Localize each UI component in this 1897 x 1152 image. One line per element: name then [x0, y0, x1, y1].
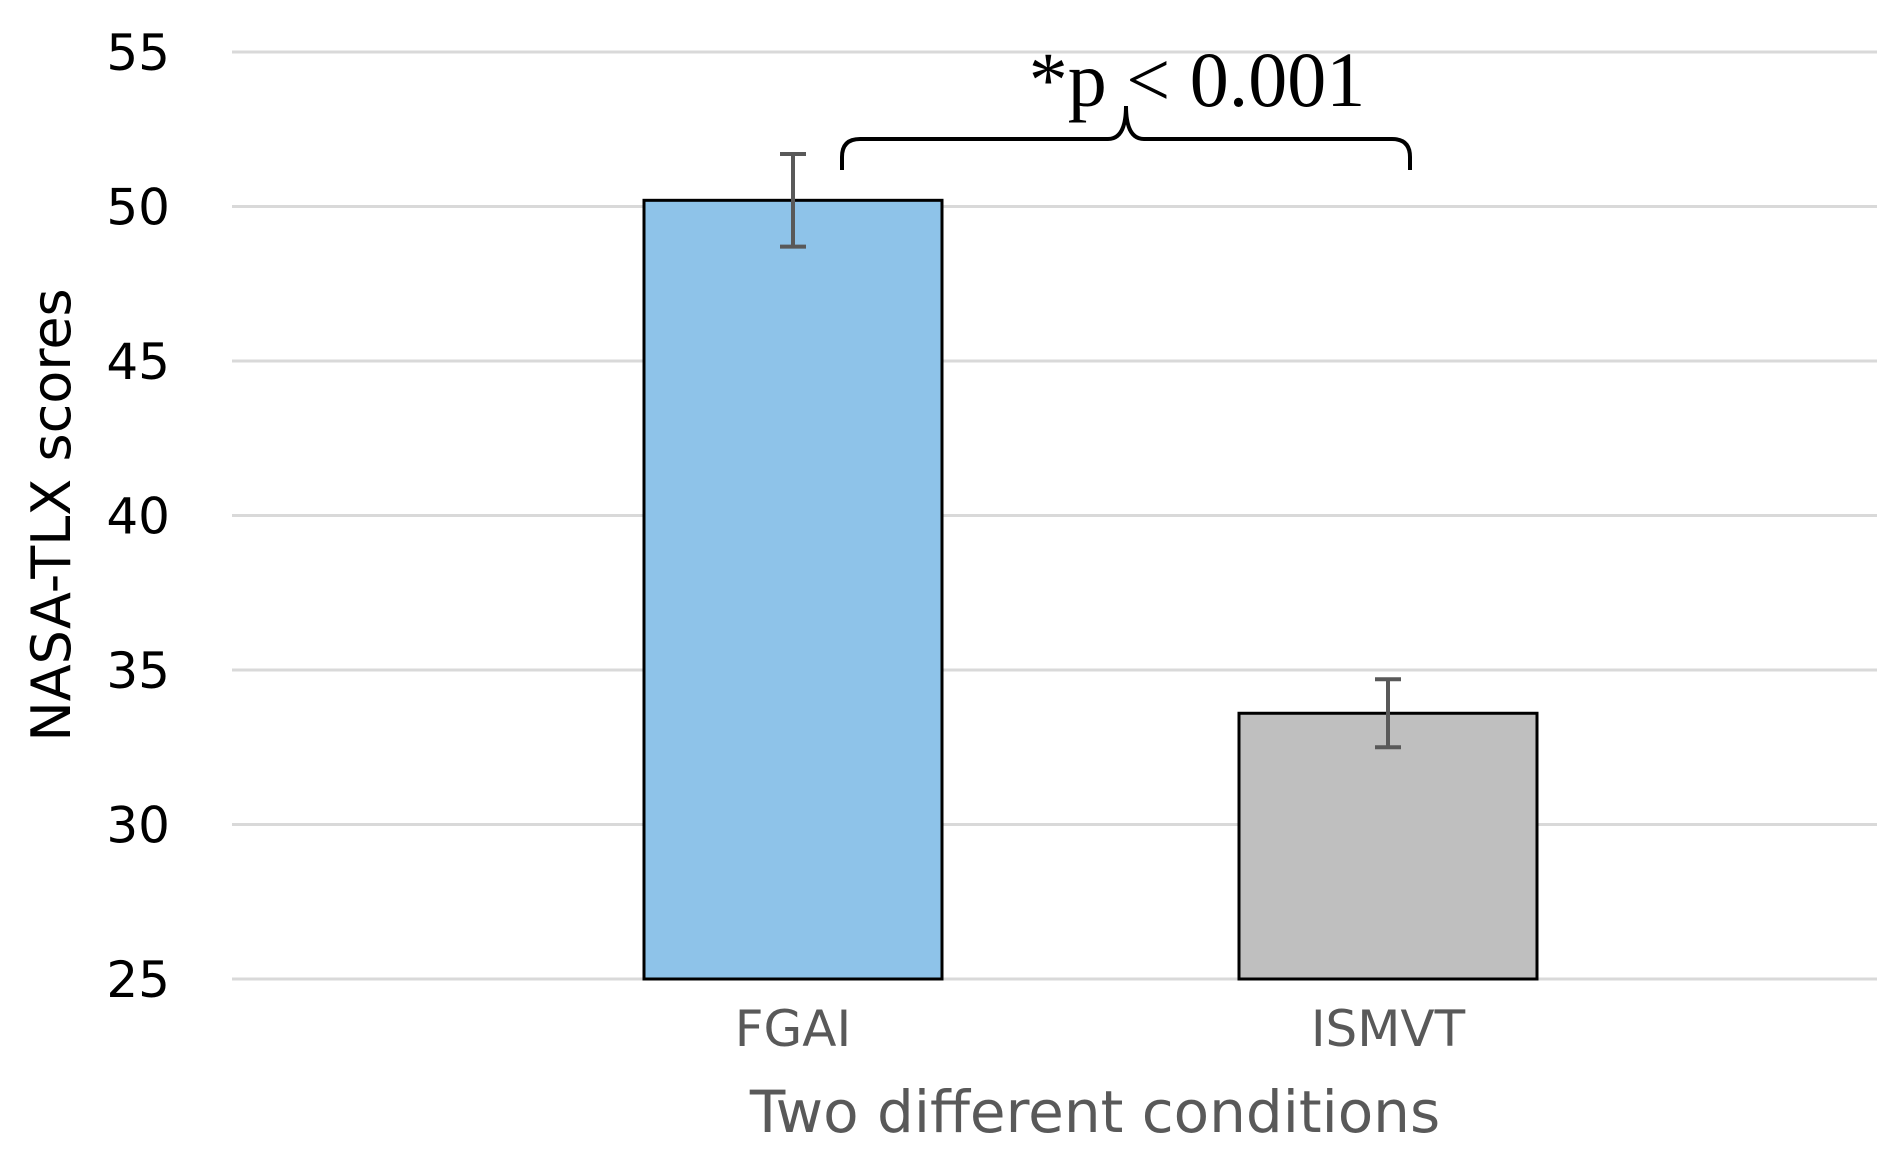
- y-tick-label-30: 30: [106, 797, 170, 855]
- error-bars: [780, 151, 1401, 750]
- y-tick-label-55: 55: [106, 24, 170, 82]
- y-tick-label-35: 35: [106, 642, 170, 700]
- error-bar-ismvt: [1375, 677, 1401, 750]
- x-axis-ticks: FGAI ISMVT: [735, 1000, 1466, 1058]
- y-tick-label-45: 45: [106, 333, 170, 391]
- bracket-line: [840, 105, 1412, 170]
- y-axis-title: NASA-TLX scores: [20, 288, 83, 741]
- x-tick-label-ismvt: ISMVT: [1311, 1000, 1466, 1058]
- x-tick-label-fgai: FGAI: [735, 1000, 851, 1058]
- bar-fgai: [642, 198, 944, 981]
- y-tick-label-50: 50: [106, 179, 170, 237]
- y-tick-label-40: 40: [106, 488, 170, 546]
- gridlines: [232, 50, 1877, 981]
- significance-label: *p < 0.001: [1029, 36, 1366, 123]
- bars: [642, 198, 1539, 981]
- y-tick-label-25: 25: [106, 951, 170, 1009]
- y-axis-ticks: 25 30 35 40 45 50 55: [106, 24, 170, 1009]
- x-axis-title: Two different conditions: [749, 1078, 1440, 1146]
- significance-bracket: *p < 0.001: [840, 36, 1412, 170]
- bar-ismvt: [1237, 711, 1539, 981]
- error-bar-fgai: [780, 151, 806, 249]
